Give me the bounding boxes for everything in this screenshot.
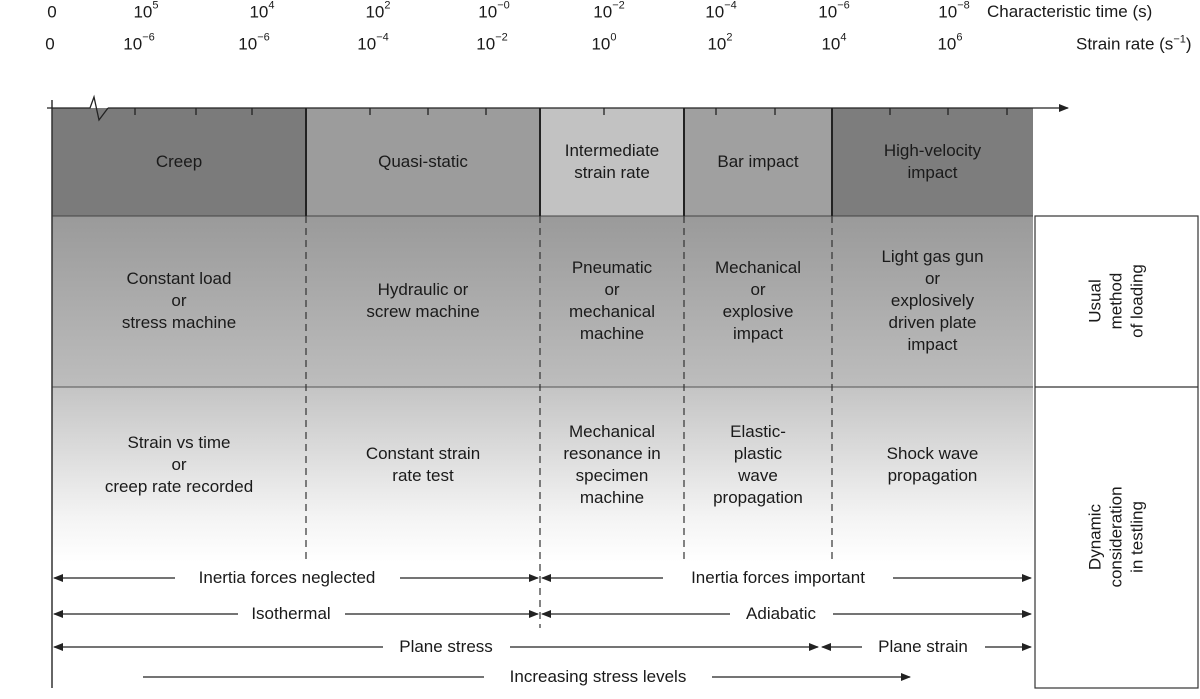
regime-name: Intermediate strain rate [564,141,660,182]
row-label-dynamic: Dynamic consideration in testling [1085,486,1147,588]
regime-header-cell [832,108,1033,216]
loading-row-bg [52,216,1033,387]
range-plane-strain: Plane strain [878,637,968,656]
axis-tick-label: 10−4 [357,31,389,54]
range-isothermal: Isothermal [251,604,331,623]
regime-loading-method: Hydraulic or screw machine [366,280,480,321]
axis-tick-label: 105 [133,0,159,22]
regime-dynamic-consideration: Shock wave propagation [886,444,979,485]
axis-tick-label: 10−6 [818,0,850,22]
axis-tick-label: 10−8 [938,0,970,22]
regime-name: High-velocity impact [883,141,982,182]
range-inertia-important: Inertia forces important [691,568,865,587]
dynamic-row-bg [52,387,1033,562]
regime-loading-method: Constant load or stress machine [121,269,237,332]
row-label-box [1034,215,1199,689]
regime-dynamic-consideration: Strain vs time or creep rate recorded [104,433,254,496]
regime-loading-method: Mechanical or explosive impact [715,258,801,343]
column-dividers [305,108,833,216]
range-arrows [53,574,1032,681]
range-adiabatic: Adiabatic [746,604,816,623]
axis-tick-label: 10−2 [593,0,625,22]
regime-dynamic-consideration: Constant strain rate test [365,444,481,485]
axis-tick-label: 106 [937,31,963,54]
axis-tick-label: 0 [47,2,57,22]
axis-tick-label: 10−6 [123,31,155,54]
axis-tick-label: 102 [365,0,391,22]
regime-dynamic-consideration: Elastic- plastic wave propagation [713,422,803,507]
axis-tick-label: 100 [591,31,617,54]
axis-tick-label: 10−6 [238,31,270,54]
regime-header-cell [52,108,306,216]
regime-loading-method: Light gas gun or explosively driven plat… [881,247,984,354]
axis-tick-label: 104 [249,0,275,22]
range-inertia-neglected: Inertia forces neglected [198,568,376,587]
range-increasing-stress: Increasing stress levels [509,667,687,686]
column-dashed-dividers [305,216,833,628]
characteristic-time-label: Characteristic time (s) [987,2,1153,21]
axis-tick-label: 10−2 [476,31,508,54]
axis-break [47,94,109,122]
axis-tick-label: 10−4 [705,0,737,22]
regime-name: Quasi-static [378,152,468,171]
regime-dynamic-consideration: Mechanical resonance in specimen machine [563,422,661,507]
axis-tick-label: 104 [821,31,847,54]
strain-rate-label: Strain rate (s−1) [1076,33,1192,54]
regime-header-cell [540,108,684,216]
row-label-loading: Usual method of loading [1085,264,1147,338]
axis-tick-label: 102 [707,31,733,54]
regime-loading-method: Pneumatic or mechanical machine [569,258,655,343]
range-plane-stress: Plane stress [399,637,493,656]
axis-ticks [134,108,1008,115]
regime-header-cell [306,108,540,216]
regime-name: Creep [155,152,203,171]
regime-header-cell [684,108,832,216]
axis-tick-label: 10−0 [478,0,510,22]
axis-tick-label: 0 [45,34,55,54]
regime-name: Bar impact [717,152,799,171]
regime-header-cells [52,108,1033,216]
